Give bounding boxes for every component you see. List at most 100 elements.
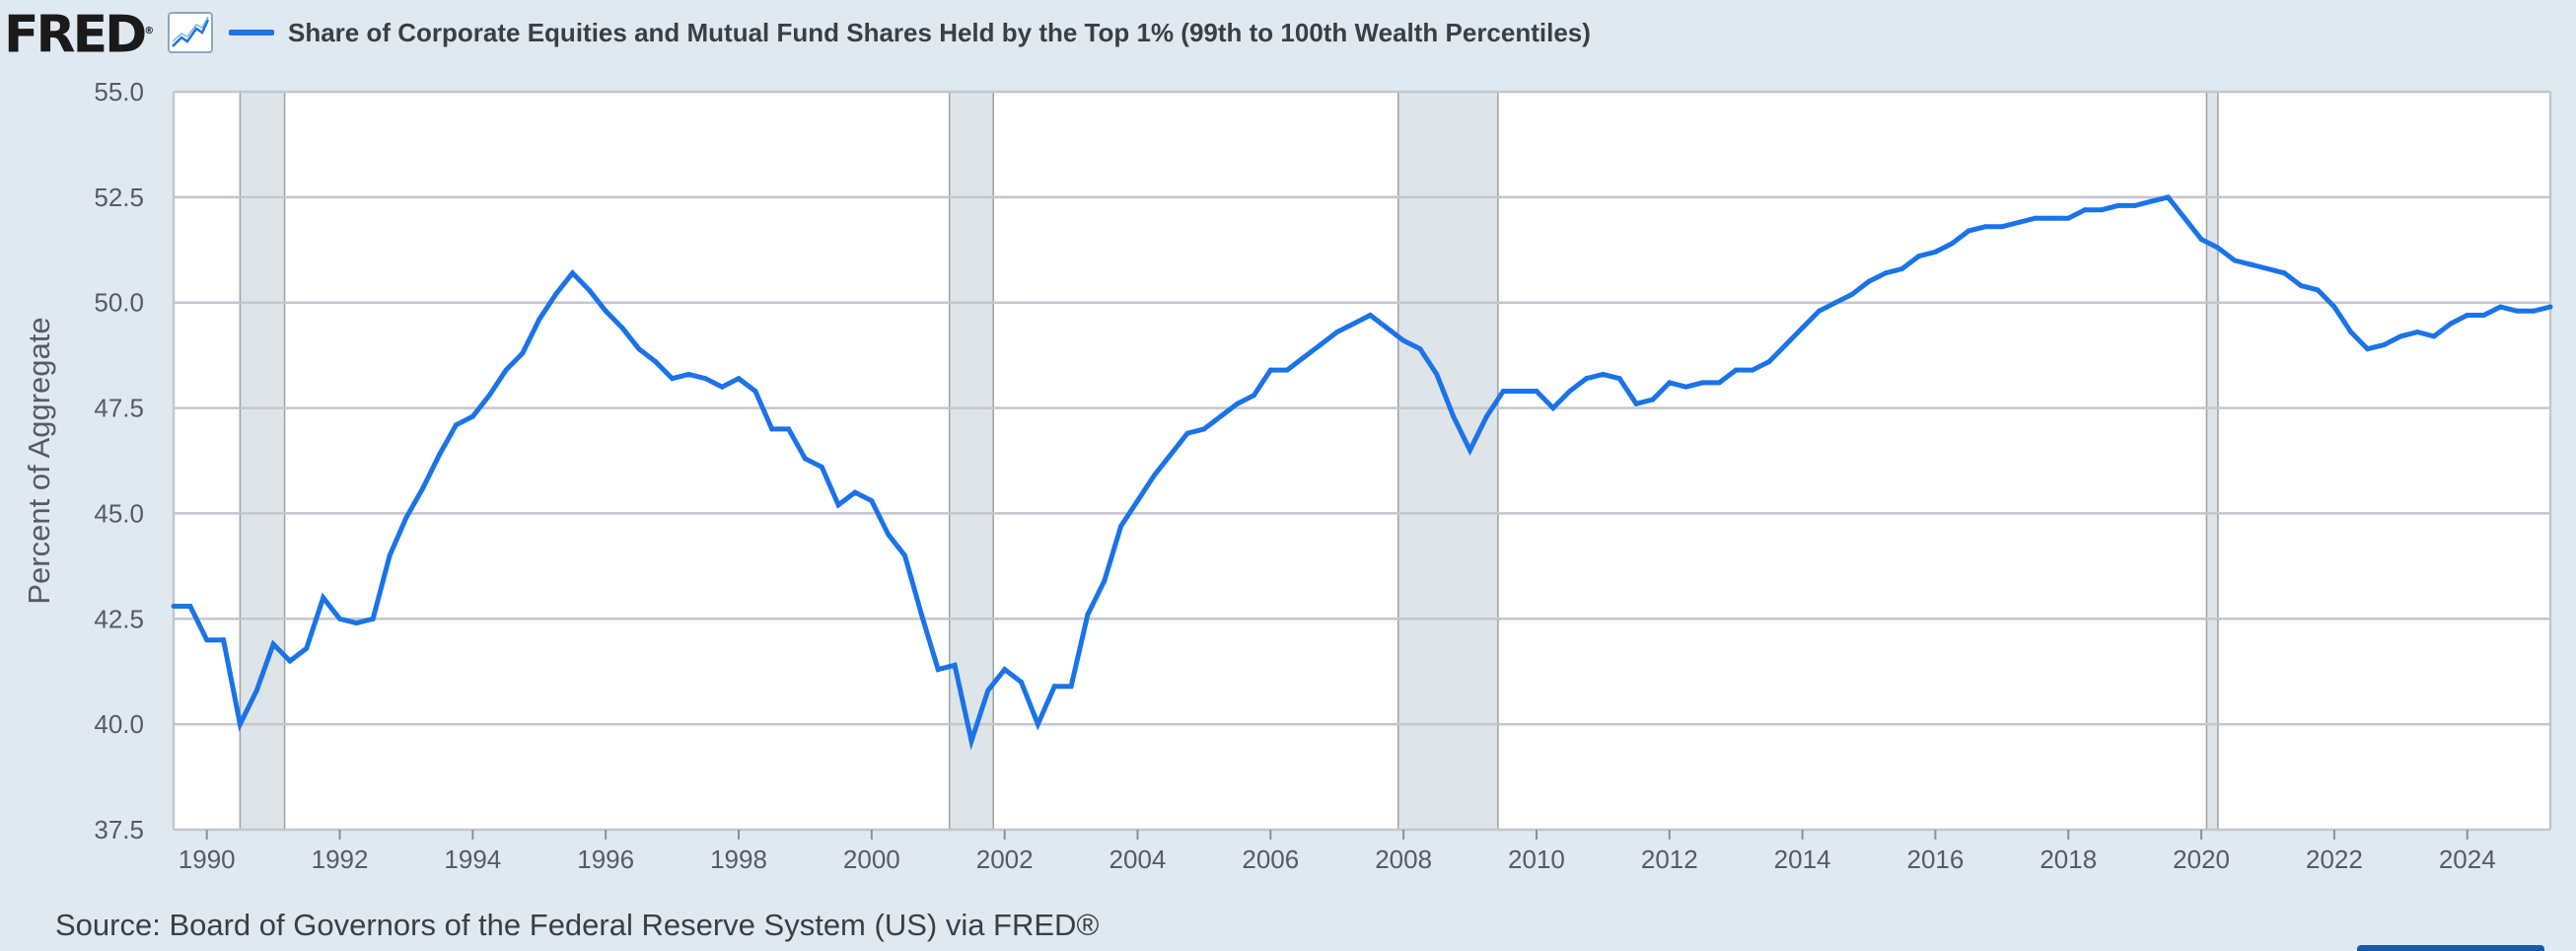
data-point[interactable] [553,291,559,297]
data-point[interactable] [1783,341,1789,347]
data-point[interactable] [2082,207,2088,213]
data-point[interactable] [420,485,426,491]
data-point[interactable] [653,359,659,365]
data-point[interactable] [2414,329,2420,335]
data-point[interactable] [1384,325,1390,330]
data-point[interactable] [1051,684,1057,690]
data-point[interactable] [1633,401,1639,406]
data-point[interactable] [1832,300,1838,306]
data-point[interactable] [2514,308,2520,314]
data-point[interactable] [1367,313,1373,319]
data-point[interactable] [1102,578,1108,584]
data-point[interactable] [1334,329,1340,335]
data-point[interactable] [353,621,359,626]
data-point[interactable] [1035,721,1040,727]
data-point[interactable] [636,346,642,352]
data-point[interactable] [1616,376,1622,382]
data-point[interactable] [952,662,958,668]
data-point[interactable] [2132,202,2138,208]
series-line-1[interactable] [174,194,2551,751]
data-point[interactable] [304,645,310,651]
data-point[interactable] [1982,224,1988,230]
data-point[interactable] [2249,261,2254,267]
data-point[interactable] [1866,278,1872,284]
data-point[interactable] [520,350,526,356]
data-point[interactable] [2465,313,2470,319]
data-point[interactable] [2331,304,2337,310]
data-point[interactable] [1002,667,1008,673]
data-point[interactable] [2149,198,2155,204]
data-point[interactable] [469,413,475,419]
data-point[interactable] [569,270,575,276]
data-point[interactable] [387,552,393,558]
data-point[interactable] [1218,413,1224,419]
data-point[interactable] [869,498,875,504]
data-point[interactable] [1417,346,1423,352]
data-point[interactable] [370,616,376,622]
data-point[interactable] [935,667,941,673]
data-point[interactable] [2048,215,2054,221]
data-point[interactable] [1085,612,1091,618]
data-point[interactable] [586,287,592,293]
data-point[interactable] [1500,388,1506,394]
data-point[interactable] [752,388,758,394]
corner-tab[interactable] [2357,945,2544,951]
data-point[interactable] [2431,333,2437,339]
data-point[interactable] [985,688,991,694]
data-point[interactable] [2481,313,2487,319]
data-point[interactable] [2165,194,2171,200]
data-point[interactable] [1584,376,1590,382]
data-point[interactable] [1966,228,1971,234]
data-point[interactable] [2547,304,2553,310]
data-point[interactable] [619,325,625,330]
data-point[interactable] [2232,257,2238,263]
data-point[interactable] [503,367,509,373]
data-point[interactable] [1451,413,1457,419]
data-point[interactable] [403,515,409,521]
data-point[interactable] [1766,359,1772,365]
data-point[interactable] [769,426,775,432]
data-point[interactable] [2397,333,2403,339]
data-point[interactable] [1916,254,1922,259]
data-point[interactable] [1483,413,1489,419]
data-point[interactable] [1019,679,1025,685]
data-point[interactable] [437,452,443,458]
data-point[interactable] [2016,220,2022,226]
data-point[interactable] [1134,498,1140,504]
data-point[interactable] [2281,270,2287,276]
data-point[interactable] [2315,287,2321,293]
data-point[interactable] [603,308,608,314]
data-point[interactable] [1899,266,1905,272]
data-point[interactable] [1235,401,1241,406]
data-point[interactable] [1168,452,1174,458]
data-point[interactable] [253,688,259,694]
data-point[interactable] [1151,473,1157,478]
data-point[interactable] [1949,241,1955,247]
data-point[interactable] [802,456,808,462]
data-point[interactable] [1318,341,1324,347]
data-point[interactable] [204,637,210,643]
data-point[interactable] [1849,291,1855,297]
data-point[interactable] [537,317,542,323]
data-point[interactable] [2365,346,2371,352]
data-point[interactable] [1068,684,1074,690]
data-point[interactable] [1534,388,1539,394]
data-point[interactable] [1800,325,1806,330]
data-point[interactable] [1351,321,1357,327]
data-point[interactable] [2215,245,2221,251]
data-point[interactable] [1932,249,1938,255]
data-point[interactable] [902,552,908,558]
data-point[interactable] [702,376,708,382]
data-point[interactable] [1118,523,1124,529]
data-point[interactable] [337,616,343,622]
data-point[interactable] [786,426,792,432]
data-point[interactable] [237,721,243,727]
data-point[interactable] [1467,447,1473,453]
line-graph-icon[interactable] [168,12,213,53]
data-point[interactable] [2033,215,2039,221]
data-point[interactable] [287,658,293,664]
data-point[interactable] [918,612,924,618]
fred-logo[interactable]: FRED® [4,0,154,66]
data-point[interactable] [685,371,691,377]
data-point[interactable] [321,595,326,601]
